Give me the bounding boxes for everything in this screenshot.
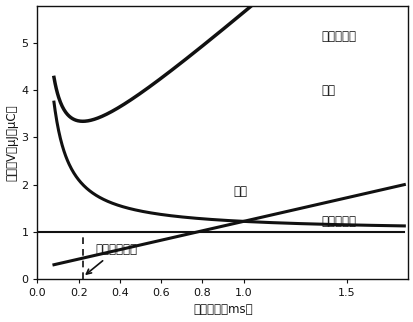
Text: 電位: 電位	[233, 185, 247, 198]
Text: エネルギー: エネルギー	[321, 30, 356, 43]
X-axis label: パルス幅（ms）: パルス幅（ms）	[193, 303, 252, 317]
Text: 電荷: 電荷	[321, 84, 335, 98]
Y-axis label: 閾値（V、μJ、μC）: 閾値（V、μJ、μC）	[5, 104, 19, 181]
Text: レオベース: レオベース	[321, 215, 356, 228]
Text: クロナキシー: クロナキシー	[86, 243, 137, 274]
